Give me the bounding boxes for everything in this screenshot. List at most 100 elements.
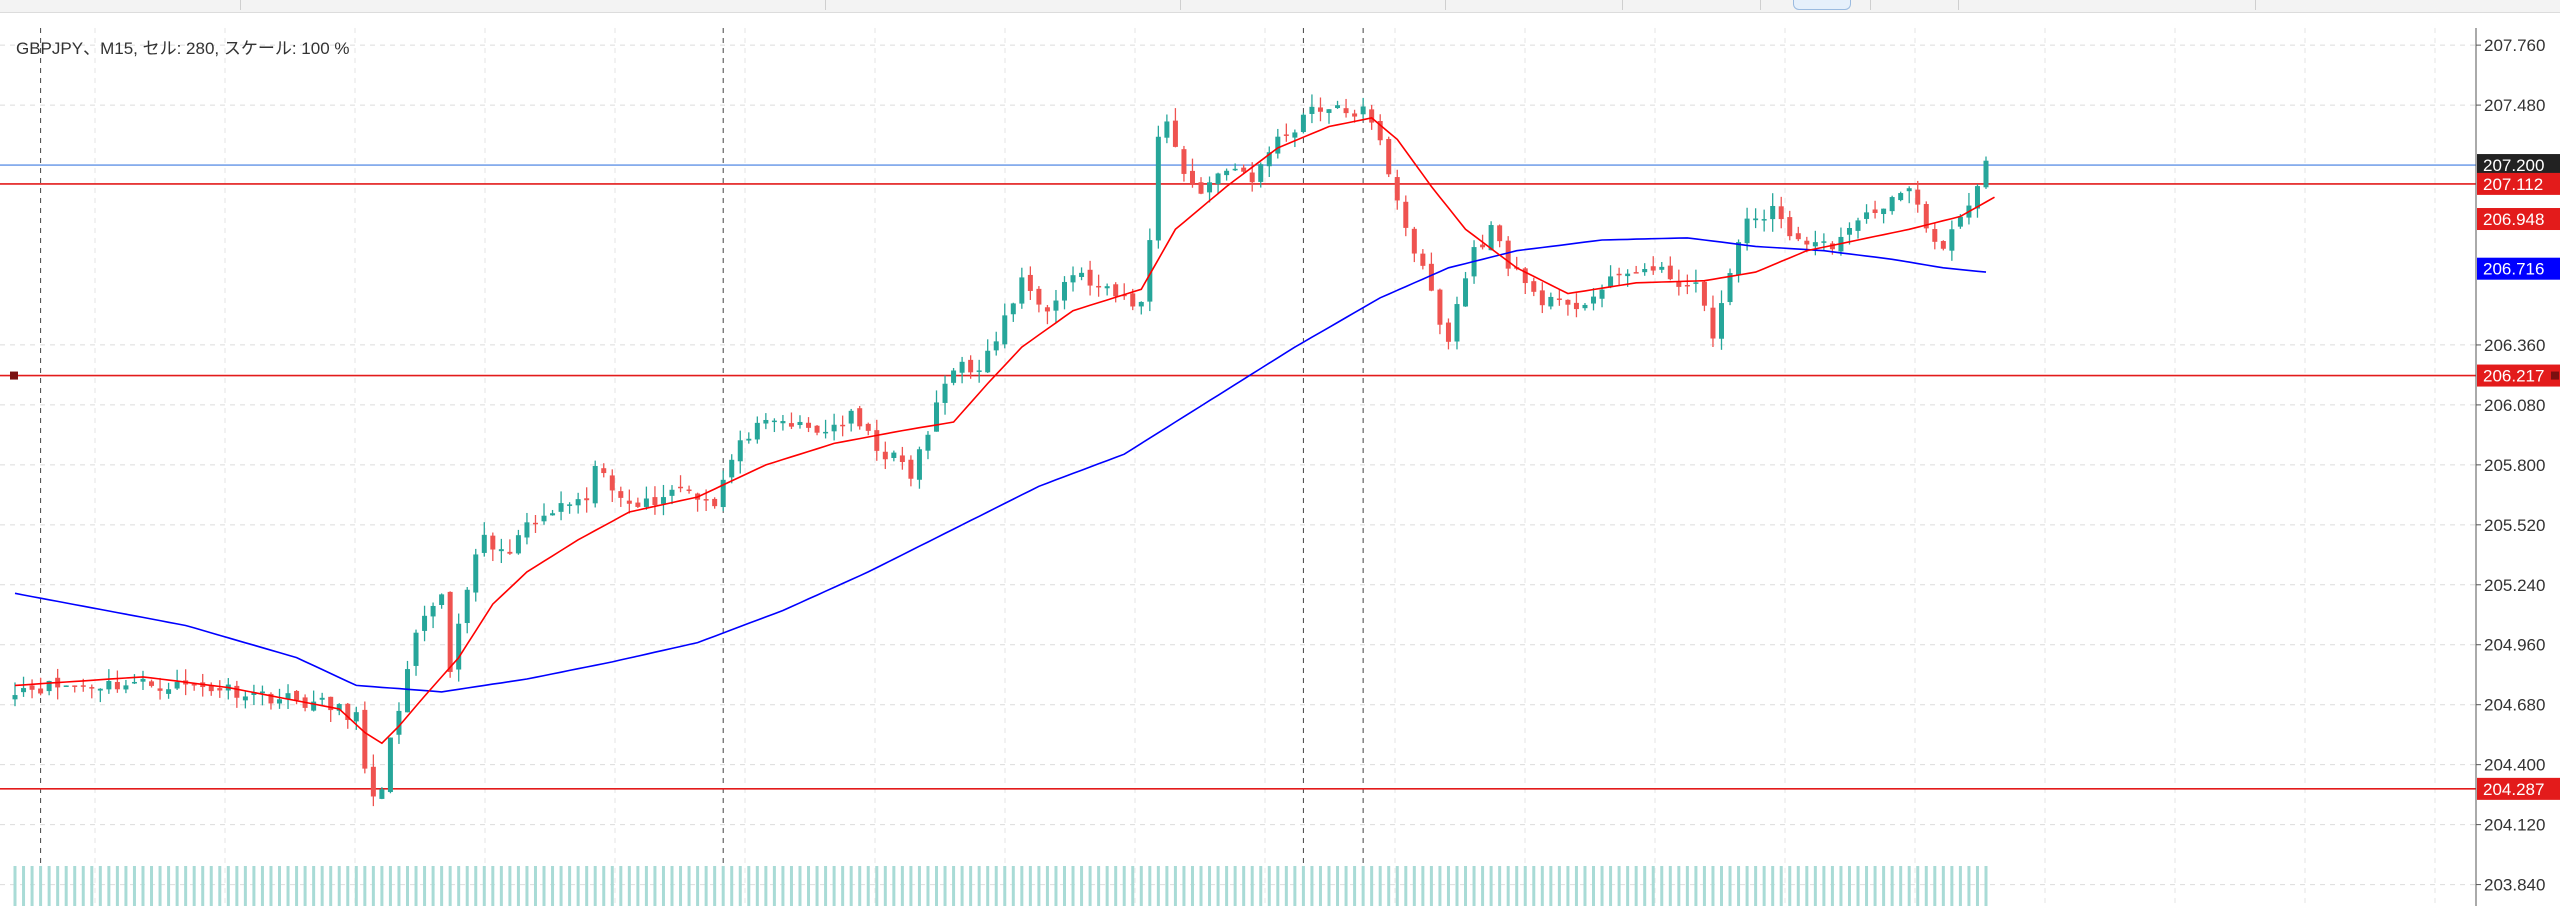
candle-down (1343, 108, 1349, 114)
candle-up (413, 632, 419, 666)
volume-bar (1327, 866, 1331, 906)
candle-down (1445, 322, 1451, 342)
candle-down (1437, 289, 1443, 325)
price-tag (2477, 172, 2560, 195)
candle-down (1650, 266, 1656, 271)
candle-up (524, 522, 530, 538)
volume-bar (1336, 866, 1340, 906)
candle-down (1556, 298, 1562, 300)
candle-up (1258, 164, 1264, 182)
volume-bar (1967, 866, 1971, 906)
volume-bar (1830, 866, 1834, 906)
volume-bar (892, 866, 896, 906)
price-axis-label: 206.080 (2484, 396, 2545, 415)
volume-bar (354, 866, 358, 906)
volume-bar (832, 866, 836, 906)
candle-down (635, 502, 641, 507)
volume-bar (551, 866, 555, 906)
candle-down (1420, 253, 1426, 266)
volume-bar (1626, 866, 1630, 906)
candle-down (1573, 302, 1579, 310)
candle-up (797, 421, 803, 426)
candle-down (1778, 206, 1784, 220)
candle-up (1727, 273, 1733, 303)
volume-bar (1754, 866, 1758, 906)
candle-down (814, 425, 820, 433)
moving-average-slow (14, 237, 1987, 693)
volume-bar (132, 866, 136, 906)
volume-bar (1737, 866, 1741, 906)
volume-bar (610, 866, 614, 906)
candle-down (1283, 134, 1289, 136)
volume-bar (226, 866, 230, 906)
volume-bar (1873, 866, 1877, 906)
volume-bar (465, 866, 469, 906)
volume-bar (1182, 866, 1186, 906)
volume-bar (371, 866, 375, 906)
volume-bar (1634, 866, 1638, 906)
candle-up (1053, 300, 1059, 311)
volume-bar (1549, 866, 1553, 906)
volume-bar (1660, 866, 1664, 906)
candle-up (643, 498, 649, 507)
candle-up (823, 431, 829, 434)
volume-bar (1481, 866, 1485, 906)
volume-bar (789, 866, 793, 906)
candle-up (1207, 182, 1213, 193)
candle-up (379, 789, 385, 799)
volume-bar (90, 866, 94, 906)
volume-bar (64, 866, 68, 906)
candle-up (1292, 132, 1298, 138)
volume-bar (448, 866, 452, 906)
candle-up (669, 489, 675, 496)
volume-bar (704, 866, 708, 906)
candle-up (498, 549, 504, 552)
price-axis-label: 205.800 (2484, 456, 2545, 475)
volume-bar (1847, 866, 1851, 906)
volume-bar (1617, 866, 1621, 906)
toolbar-toggle-button[interactable] (1793, 0, 1851, 10)
candle-down (1087, 269, 1093, 286)
candle-up (1582, 304, 1588, 309)
candle-up (259, 691, 265, 694)
volume-bar (1745, 866, 1749, 906)
volume-bar (1489, 866, 1493, 906)
volume-bar (414, 866, 418, 906)
volume-bar (1344, 866, 1348, 906)
horizontal-levels (0, 164, 2476, 790)
volume-bar (1088, 866, 1092, 906)
volume-bar (141, 866, 145, 906)
candle-up (541, 515, 547, 522)
candle-up (959, 361, 965, 373)
candle-up (916, 449, 922, 480)
volume-bar (1190, 866, 1194, 906)
candle-down (1915, 189, 1921, 205)
candle-up (1599, 289, 1605, 299)
volume-bar (303, 866, 307, 906)
candle-down (1522, 268, 1528, 284)
candle-down (1377, 121, 1383, 141)
candle-up (1753, 218, 1759, 221)
volume-bar (1003, 866, 1007, 906)
volume-bar (124, 866, 128, 906)
volume-bar (320, 866, 324, 906)
candle-up (285, 693, 291, 700)
candle-up (1812, 242, 1818, 247)
candle-down (29, 685, 35, 690)
volume-bar (499, 866, 503, 906)
candle-up (1326, 109, 1332, 113)
candle-up (831, 424, 837, 432)
volume-bar (1762, 866, 1766, 906)
volume-bar (1173, 866, 1177, 906)
volume-bar (380, 866, 384, 906)
candle-up (1079, 272, 1085, 277)
volume-bar (1506, 866, 1510, 906)
volume-bar (22, 866, 26, 906)
candle-up (1608, 276, 1614, 287)
price-tag (2477, 154, 2560, 177)
price-axis-label: 204.120 (2484, 816, 2545, 835)
volume-bar (670, 866, 674, 906)
candle-up (720, 479, 726, 508)
volume-bar (167, 866, 171, 906)
